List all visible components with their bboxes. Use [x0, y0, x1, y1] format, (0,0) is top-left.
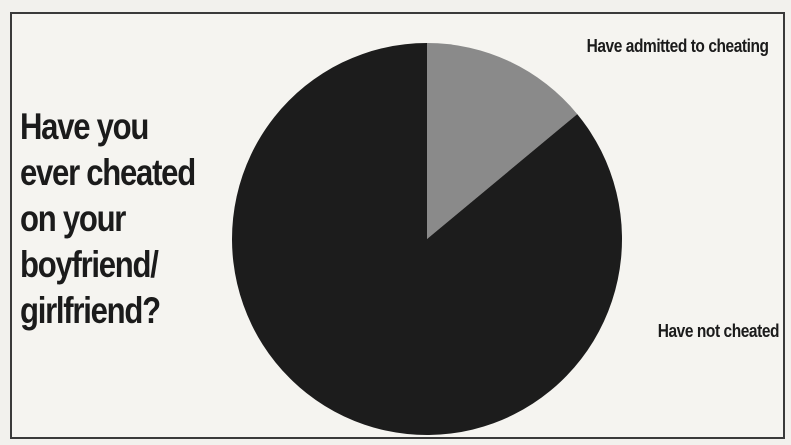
title-line-4: boyfriend/ [20, 244, 159, 285]
title-line-5: girlfriend? [20, 290, 161, 331]
title-line-3: on your [20, 198, 126, 239]
chart-title: Have you ever cheated on your boyfriend/… [20, 104, 213, 334]
slice-label-admitted-cheating: Have admitted to cheating [587, 36, 769, 56]
title-line-2: ever cheated [20, 152, 196, 193]
title-line-1: Have you [20, 106, 149, 147]
pie-slice-not-cheated [231, 43, 622, 435]
pie-slice-admitted-cheating [427, 43, 578, 239]
slice-label-not-cheated: Have not cheated [657, 321, 780, 341]
